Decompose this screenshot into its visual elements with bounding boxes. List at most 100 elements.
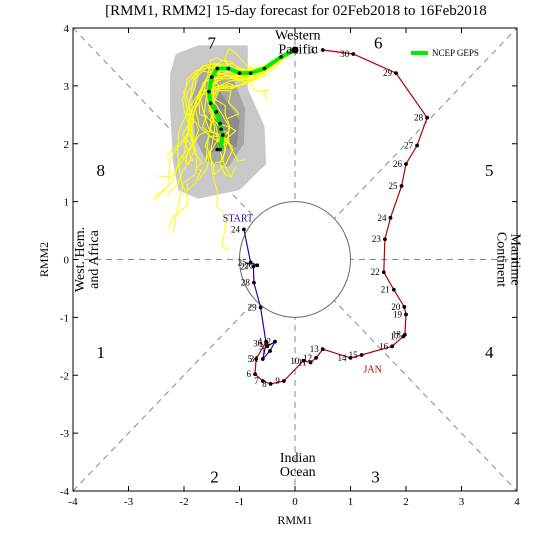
forecast-mean-point (219, 127, 223, 132)
phase-label: 7 (208, 33, 217, 52)
forecast-mean-point (237, 71, 242, 75)
observed-january-day-label: 13 (310, 344, 320, 354)
observed-december-day-label: 27 (240, 261, 250, 271)
x-tick-label: 4 (514, 496, 520, 508)
unit-circle (239, 201, 351, 318)
observed-january-day-label: 5 (248, 354, 253, 364)
y-tick-label: 1 (64, 197, 70, 209)
observed-january-day-label: 12 (303, 353, 312, 363)
observed-december-day-label: 24 (231, 224, 241, 234)
y-tick-label: 3 (64, 81, 70, 93)
chart-title: [RMM1, RMM2] 15-day forecast for 02Feb20… (105, 3, 487, 19)
y-tick-label: 0 (64, 255, 70, 267)
observed-january-point (402, 332, 407, 337)
observed-january-point (425, 115, 429, 120)
region-label-line: Ocean (280, 465, 316, 480)
observed-january-day-label: 31 (310, 45, 319, 55)
month-label: JAN (364, 364, 382, 375)
observed-january-day-label: 11 (298, 358, 307, 368)
forecast-mean-line (206, 48, 296, 152)
region-label-line: Pacific (278, 42, 317, 57)
observed-january-point (381, 270, 386, 275)
region-label-line: and Africa (87, 229, 102, 288)
phase-label: 4 (485, 343, 494, 362)
start-label: START (223, 213, 253, 224)
observed-january-day-label: 7 (254, 376, 259, 386)
observed-december-point (252, 280, 256, 285)
observed-january-point (388, 215, 393, 220)
phase-label: 5 (485, 161, 494, 180)
observed-january-point (390, 344, 395, 349)
observed-january-day-label: 14 (338, 353, 348, 363)
observed-january-day-label: 25 (389, 181, 399, 191)
region-label-line: West. Hem. (73, 227, 88, 292)
x-tick-label: -3 (124, 496, 134, 508)
observed-january-day-label: 10 (290, 356, 300, 366)
x-tick-label: -1 (235, 496, 244, 508)
observed-january-point (253, 372, 257, 376)
observed-january-point (254, 357, 259, 361)
ensemble-member-line (167, 49, 296, 228)
observed-january-point (268, 382, 273, 386)
observed-january-point (415, 143, 419, 148)
x-tick-label: 0 (292, 496, 298, 508)
observed-december-day-label: 26 (244, 260, 254, 270)
observed-january-day-label: 4 (258, 337, 263, 347)
observed-january-point (399, 184, 404, 188)
ensemble-member-line (209, 49, 296, 176)
observed-january-day-label: 23 (372, 234, 382, 244)
observed-january-point (320, 48, 325, 52)
observed-january-day-label: 24 (377, 213, 387, 223)
observed-january-day-label: 6 (247, 369, 252, 379)
observed-december-point (268, 349, 272, 353)
forecast-mean-point (215, 147, 220, 152)
region-label: West. Hem. and Africa (73, 227, 102, 292)
x-tick-label: 2 (403, 496, 409, 508)
y-tick-label: 2 (64, 139, 70, 151)
observed-january-day-label: 17 (390, 331, 400, 341)
forecast-mean-point (262, 66, 267, 71)
observed-january-day-label: 29 (383, 68, 393, 78)
observed-january-day-label: 21 (381, 285, 390, 295)
observed-january-point (260, 379, 265, 383)
observed-january-point (404, 162, 408, 166)
observed-january-point (391, 287, 396, 292)
phase-guides (72, 27, 518, 492)
observed-december-point (258, 305, 263, 310)
phase-label: 3 (371, 468, 380, 487)
observed-december-day-label: 30 (253, 338, 263, 348)
observed-january-point (359, 353, 364, 357)
observed-january-day-label: 20 (391, 302, 401, 312)
y-tick-label: -4 (60, 486, 70, 498)
legend-label: NCEP GEPS (432, 48, 479, 58)
phase-labels: 12 345678WesternPacificIndianOceanMaritim… (73, 28, 523, 486)
observed-january-point (282, 379, 286, 383)
observed-december-point (248, 260, 253, 265)
observed-december-day-label: 29 (248, 303, 258, 313)
observed-january-day-label: 27 (404, 140, 414, 150)
region-label-line: Indian (280, 451, 316, 466)
observed-january-point (301, 358, 306, 363)
forecast-mean-point (218, 121, 222, 126)
observed-january-day-label: 19 (393, 309, 403, 319)
observed-january-point (402, 305, 407, 309)
forecast-mean-point (226, 66, 231, 71)
observed-december-day-label: 28 (241, 278, 251, 288)
observed-december-day-label: 25 (238, 257, 248, 267)
observed-january-day-label: 18 (392, 330, 402, 340)
x-tick-label: 3 (459, 496, 465, 508)
x-tick-label: -2 (179, 496, 188, 508)
observed-january-point (351, 52, 356, 56)
observed-january-day-label: 8 (262, 379, 267, 389)
phase-label: 2 (210, 468, 219, 487)
observed-december-day-label: 2 (267, 337, 272, 347)
forecast-mean-point (215, 66, 220, 71)
y-tick-label: 4 (64, 23, 70, 35)
observed-january-point (383, 237, 387, 242)
x-tick-label: 1 (348, 496, 354, 508)
forecast-mean-point (209, 75, 214, 79)
forecast-mean-track (206, 46, 299, 152)
